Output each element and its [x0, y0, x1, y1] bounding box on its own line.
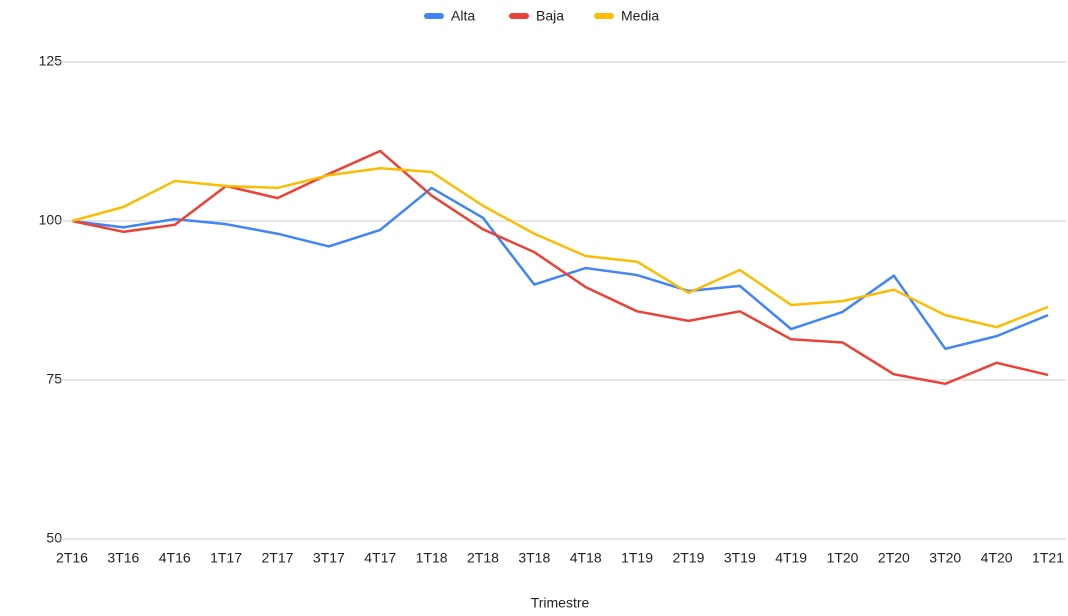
x-tick-label: 1T21 — [1032, 550, 1064, 566]
series-line — [71, 166, 1049, 329]
series-line — [71, 186, 1049, 351]
legend-swatch — [424, 13, 444, 19]
series-line — [71, 149, 1049, 386]
x-tick-label: 2T16 — [56, 550, 88, 566]
y-tick-label: 50 — [46, 530, 62, 546]
x-tick-label: 4T18 — [570, 550, 602, 566]
y-tick-label: 75 — [46, 371, 62, 387]
x-tick-label: 3T16 — [107, 550, 139, 566]
legend-swatch — [509, 13, 529, 19]
x-tick-label: 1T18 — [416, 550, 448, 566]
x-tick-label: 1T17 — [210, 550, 242, 566]
x-tick-label: 3T17 — [313, 550, 345, 566]
legend-label: Baja — [536, 8, 564, 24]
y-tick-label: 100 — [39, 212, 63, 228]
x-tick-label: 3T18 — [518, 550, 550, 566]
x-tick-label: 2T20 — [878, 550, 910, 566]
legend-label: Media — [621, 8, 659, 24]
x-tick-label: 4T20 — [981, 550, 1013, 566]
x-tick-label: 2T18 — [467, 550, 499, 566]
x-tick-label: 4T19 — [775, 550, 807, 566]
x-tick-label: 3T19 — [724, 550, 756, 566]
x-axis-title: Trimestre — [531, 595, 590, 611]
y-tick-label: 125 — [39, 53, 63, 69]
legend-label: Alta — [451, 8, 475, 24]
x-tick-label: 4T16 — [159, 550, 191, 566]
x-tick-label: 1T19 — [621, 550, 653, 566]
x-tick-label: 1T20 — [827, 550, 859, 566]
x-tick-label: 2T17 — [262, 550, 294, 566]
legend-swatch — [594, 13, 614, 19]
x-tick-label: 4T17 — [364, 550, 396, 566]
x-tick-label: 2T19 — [672, 550, 704, 566]
x-tick-label: 3T20 — [929, 550, 961, 566]
